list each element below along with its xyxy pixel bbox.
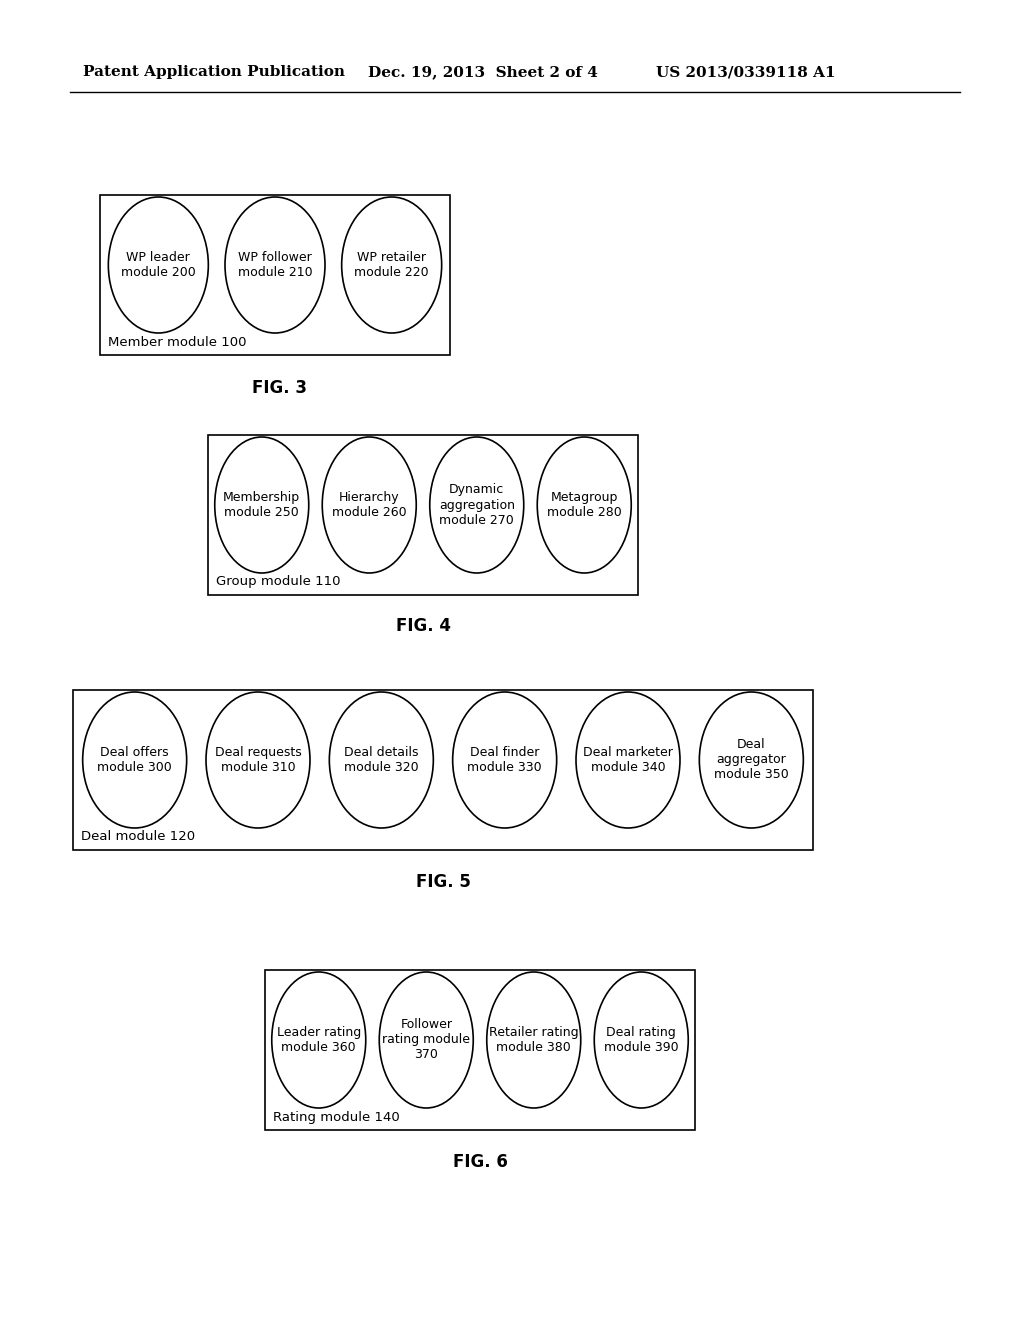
Text: Follower
rating module
370: Follower rating module 370 [382,1019,470,1061]
Text: Member module 100: Member module 100 [108,335,247,348]
Text: FIG. 3: FIG. 3 [253,379,307,397]
Text: Dec. 19, 2013  Sheet 2 of 4: Dec. 19, 2013 Sheet 2 of 4 [368,65,598,79]
Ellipse shape [271,972,366,1107]
Ellipse shape [215,437,309,573]
Bar [100,195,450,355]
Ellipse shape [342,197,441,333]
Ellipse shape [486,972,581,1107]
Ellipse shape [453,692,557,828]
Text: Leader rating
module 360: Leader rating module 360 [276,1026,360,1053]
Text: Deal
aggregator
module 350: Deal aggregator module 350 [714,738,788,781]
Text: WP follower
module 210: WP follower module 210 [238,251,312,279]
Bar [265,970,695,1130]
Ellipse shape [323,437,416,573]
Bar [208,436,638,595]
Text: Group module 110: Group module 110 [216,576,341,589]
Ellipse shape [330,692,433,828]
Text: Rating module 140: Rating module 140 [273,1110,399,1123]
Ellipse shape [225,197,325,333]
Text: Retailer rating
module 380: Retailer rating module 380 [488,1026,579,1053]
Ellipse shape [109,197,208,333]
Text: WP retailer
module 220: WP retailer module 220 [354,251,429,279]
Ellipse shape [83,692,186,828]
Text: WP leader
module 200: WP leader module 200 [121,251,196,279]
Text: Deal rating
module 390: Deal rating module 390 [604,1026,679,1053]
Ellipse shape [430,437,523,573]
Text: US 2013/0339118 A1: US 2013/0339118 A1 [656,65,836,79]
Ellipse shape [575,692,680,828]
Text: Deal module 120: Deal module 120 [81,830,196,843]
Bar [73,690,813,850]
Ellipse shape [594,972,688,1107]
Text: Deal offers
module 300: Deal offers module 300 [97,746,172,774]
Text: FIG. 6: FIG. 6 [453,1152,508,1171]
Ellipse shape [379,972,473,1107]
Ellipse shape [538,437,631,573]
Text: Deal finder
module 330: Deal finder module 330 [467,746,542,774]
Ellipse shape [699,692,804,828]
Text: Deal marketer
module 340: Deal marketer module 340 [583,746,673,774]
Text: Deal details
module 320: Deal details module 320 [344,746,419,774]
Text: FIG. 5: FIG. 5 [416,873,470,891]
Text: Dynamic
aggregation
module 270: Dynamic aggregation module 270 [438,483,515,527]
Text: Membership
module 250: Membership module 250 [223,491,300,519]
Text: Metagroup
module 280: Metagroup module 280 [547,491,622,519]
Text: Hierarchy
module 260: Hierarchy module 260 [332,491,407,519]
Ellipse shape [206,692,310,828]
Text: FIG. 4: FIG. 4 [395,616,451,635]
Text: Deal requests
module 310: Deal requests module 310 [215,746,301,774]
Text: Patent Application Publication: Patent Application Publication [83,65,345,79]
